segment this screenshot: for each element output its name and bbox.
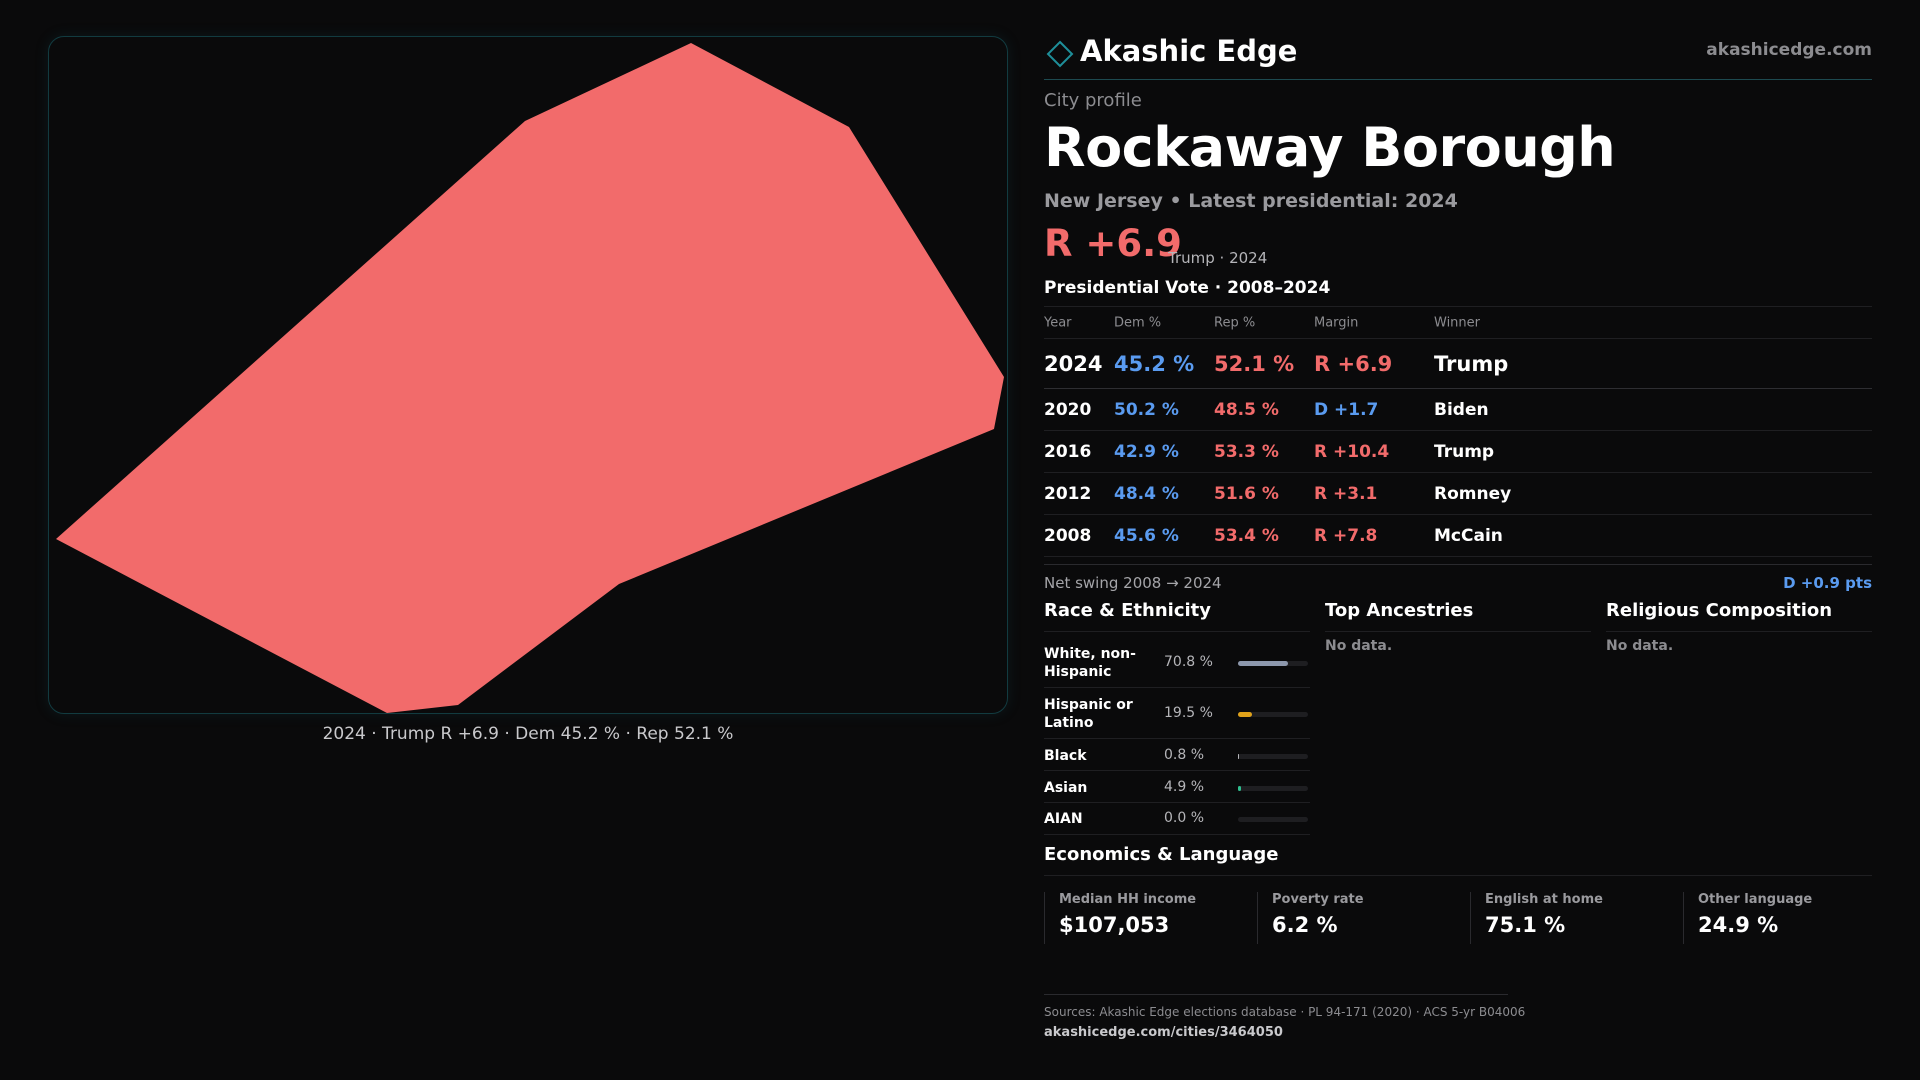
stat-value: $107,053 xyxy=(1059,913,1170,937)
stat-value: 24.9 % xyxy=(1698,913,1779,937)
stat-label: Poverty rate xyxy=(1272,892,1364,907)
race-bar-track xyxy=(1238,754,1308,759)
row-dem-pct: 50.2 % xyxy=(1114,399,1179,420)
race-pct: 0.8 % xyxy=(1164,747,1205,763)
map-caption: 2024 · Trump R +6.9 · Dem 45.2 % · Rep 5… xyxy=(322,724,734,744)
race-bar-fill xyxy=(1238,661,1288,666)
stat-label: Other language xyxy=(1698,892,1813,907)
table-row: 2012 48.4 % 51.6 % R +3.1 Romney xyxy=(1044,473,1872,515)
headline-note: Trump · 2024 xyxy=(1168,249,1268,267)
diamond-logo-icon xyxy=(1046,40,1074,68)
religion-empty: No data. xyxy=(1606,638,1674,654)
ancestries-section-title: Top Ancestries xyxy=(1325,600,1591,632)
row-year: 2008 xyxy=(1044,525,1092,546)
race-pct: 4.9 % xyxy=(1164,779,1205,795)
column-header-winner: Winner xyxy=(1434,315,1481,330)
row-margin: R +10.4 xyxy=(1314,441,1390,462)
row-dem-pct: 42.9 % xyxy=(1114,441,1179,462)
race-row: Hispanic or Latino 19.5 % xyxy=(1044,689,1310,739)
column-header-dem: Dem % xyxy=(1114,315,1162,330)
row-rep-pct: 53.3 % xyxy=(1214,441,1279,462)
row-winner: Romney xyxy=(1434,483,1512,504)
row-winner: Trump xyxy=(1434,351,1509,376)
race-row: AIAN 0.0 % xyxy=(1044,804,1310,835)
race-label: Asian xyxy=(1044,780,1088,796)
row-dem-pct: 45.2 % xyxy=(1114,351,1195,376)
row-year: 2016 xyxy=(1044,441,1092,462)
vote-table: Year Dem % Rep % Margin Winner 2024 45.2… xyxy=(1044,306,1872,557)
column-header-year: Year xyxy=(1044,315,1072,330)
race-bar-track xyxy=(1238,786,1308,791)
column-header-rep: Rep % xyxy=(1214,315,1256,330)
race-row: Asian 4.9 % xyxy=(1044,772,1310,803)
stat-other-language: Other language 24.9 % xyxy=(1683,892,1895,944)
municipality-map[interactable] xyxy=(49,37,1008,714)
table-row: 2020 50.2 % 48.5 % D +1.7 Biden xyxy=(1044,389,1872,431)
row-year: 2020 xyxy=(1044,399,1092,420)
row-dem-pct: 48.4 % xyxy=(1114,483,1179,504)
row-year: 2012 xyxy=(1044,483,1092,504)
table-header: Year Dem % Rep % Margin Winner xyxy=(1044,307,1872,339)
race-bar-fill xyxy=(1238,754,1240,759)
stat-median-income: Median HH income $107,053 xyxy=(1044,892,1256,944)
race-bar-track xyxy=(1238,712,1308,717)
table-row: 2016 42.9 % 53.3 % R +10.4 Trump xyxy=(1044,431,1872,473)
row-rep-pct: 51.6 % xyxy=(1214,483,1279,504)
row-rep-pct: 53.4 % xyxy=(1214,525,1279,546)
map-panel[interactable] xyxy=(48,36,1008,714)
row-margin: D +1.7 xyxy=(1314,399,1379,420)
net-swing-value: D +0.9 pts xyxy=(1783,574,1872,592)
race-label: Black xyxy=(1044,748,1087,764)
stat-value: 75.1 % xyxy=(1485,913,1566,937)
race-row: Black 0.8 % xyxy=(1044,740,1310,771)
row-margin: R +3.1 xyxy=(1314,483,1378,504)
page-subtitle: New Jersey • Latest presidential: 2024 xyxy=(1044,190,1458,212)
race-row: White, non-Hispanic 70.8 % xyxy=(1044,638,1310,688)
net-swing: Net swing 2008 → 2024 D +0.9 pts xyxy=(1044,564,1872,598)
headline-margin: R +6.9 xyxy=(1044,222,1182,265)
stat-poverty-rate: Poverty rate 6.2 % xyxy=(1257,892,1469,944)
stat-value: 6.2 % xyxy=(1272,913,1338,937)
race-label: AIAN xyxy=(1044,811,1083,827)
row-winner: Biden xyxy=(1434,399,1489,420)
sources-note: Sources: Akashic Edge elections database… xyxy=(1044,1005,1526,1019)
race-pct: 70.8 % xyxy=(1164,654,1213,670)
row-rep-pct: 48.5 % xyxy=(1214,399,1279,420)
row-rep-pct: 52.1 % xyxy=(1214,351,1295,376)
city-permalink[interactable]: akashicedge.com/cities/3464050 xyxy=(1044,1025,1283,1040)
religion-section-title: Religious Composition xyxy=(1606,600,1872,632)
race-bar-fill xyxy=(1238,786,1242,791)
table-row: 2008 45.6 % 53.4 % R +7.8 McCain xyxy=(1044,515,1872,557)
brand-name: Akashic Edge xyxy=(1080,34,1298,68)
page-title: Rockaway Borough xyxy=(1044,116,1616,179)
vote-section-title: Presidential Vote · 2008–2024 xyxy=(1044,278,1331,298)
row-year: 2024 xyxy=(1044,351,1103,376)
race-bar-fill xyxy=(1238,712,1252,717)
row-margin: R +6.9 xyxy=(1314,351,1393,376)
race-bar-track xyxy=(1238,817,1308,822)
race-bar-track xyxy=(1238,661,1308,666)
column-header-margin: Margin xyxy=(1314,315,1359,330)
row-margin: R +7.8 xyxy=(1314,525,1378,546)
ancestries-empty: No data. xyxy=(1325,638,1393,654)
race-label: Hispanic or Latino xyxy=(1044,697,1133,731)
municipality-shape[interactable] xyxy=(56,43,1004,713)
page-footer: Sources: Akashic Edge elections database… xyxy=(1044,994,1526,1040)
brand-header: Akashic Edge akashicedge.com xyxy=(1044,32,1872,80)
row-winner: McCain xyxy=(1434,525,1503,546)
table-row: 2024 45.2 % 52.1 % R +6.9 Trump xyxy=(1044,339,1872,389)
race-pct: 19.5 % xyxy=(1164,705,1213,721)
net-swing-label: Net swing 2008 → 2024 xyxy=(1044,574,1222,592)
race-section-title: Race & Ethnicity xyxy=(1044,600,1310,632)
page-kicker: City profile xyxy=(1044,90,1142,111)
race-label: White, non-Hispanic xyxy=(1044,646,1136,680)
stat-label: Median HH income xyxy=(1059,892,1197,907)
row-winner: Trump xyxy=(1434,441,1495,462)
brand-url-link[interactable]: akashicedge.com xyxy=(1706,40,1872,60)
economics-section-title: Economics & Language xyxy=(1044,844,1872,876)
stat-label: English at home xyxy=(1485,892,1603,907)
row-dem-pct: 45.6 % xyxy=(1114,525,1179,546)
race-pct: 0.0 % xyxy=(1164,810,1205,826)
stat-english-at-home: English at home 75.1 % xyxy=(1470,892,1682,944)
